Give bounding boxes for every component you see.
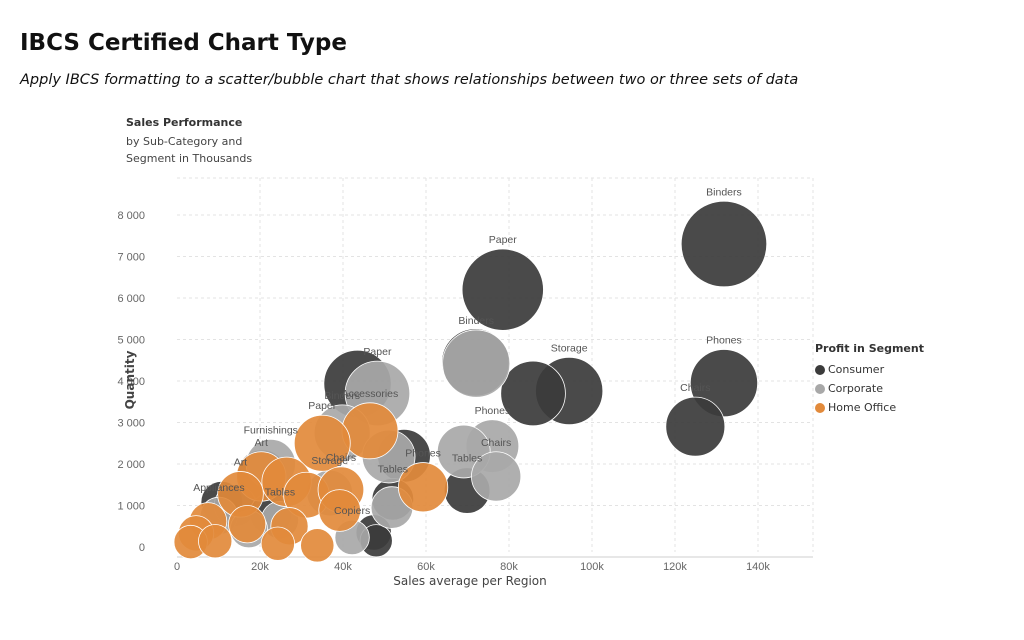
bubble-home-office[interactable] xyxy=(300,528,335,563)
bubble-home-office[interactable] xyxy=(318,489,361,532)
legend-label: Consumer xyxy=(828,363,885,376)
x-tick-label: 20k xyxy=(251,561,269,573)
legend-item-home-office[interactable]: Home Office xyxy=(815,401,924,414)
y-tick-label: 3 000 xyxy=(117,418,145,430)
bubble-label: Copiers xyxy=(334,505,370,517)
bubble-consumer[interactable] xyxy=(500,360,566,427)
y-tick-label: 1 000 xyxy=(117,501,145,513)
legend-label: Home Office xyxy=(828,401,897,414)
bubble-label: Tables xyxy=(265,486,295,498)
bubble-layer xyxy=(173,200,768,563)
x-tick-label: 120k xyxy=(663,561,687,573)
bubble-label: Phones xyxy=(706,334,742,346)
bubble-label: Binders xyxy=(706,186,742,198)
bubble-label: Furnishings xyxy=(244,424,298,436)
x-tick-label: 100k xyxy=(580,561,604,573)
bubble-label: Paper xyxy=(489,234,518,246)
y-tick-label: 2 000 xyxy=(117,459,145,471)
y-axis-ticks: 0 1 000 2 000 3 000 4 000 5 000 6 000 7 000 8 00… xyxy=(117,210,145,554)
bubble-label: Storage xyxy=(551,342,588,354)
y-tick-label: 7 000 xyxy=(117,252,145,264)
bubble-label: Paper xyxy=(363,346,392,358)
y-tick-label: 0 xyxy=(139,542,145,554)
y-axis-label: Quantity xyxy=(123,350,137,409)
x-axis-label: Sales average per Region xyxy=(393,574,547,588)
bubble-home-office[interactable] xyxy=(398,462,449,513)
chart-subtitle: by Sub-Category and Segment in Thousands xyxy=(126,135,253,165)
bubble-label: Chairs xyxy=(481,437,511,449)
bubble-label: Art xyxy=(255,437,269,449)
legend-swatch xyxy=(815,383,825,394)
bubble-label: Phones xyxy=(475,405,511,417)
bubble-corporate[interactable] xyxy=(471,451,522,502)
legend-label: Corporate xyxy=(828,382,883,395)
y-tick-label: 5 000 xyxy=(117,335,145,347)
bubble-label: Chairs xyxy=(326,452,356,464)
chart-title: Sales Performance xyxy=(126,116,243,129)
bubble-label: Storage xyxy=(311,455,348,467)
bubble-label: Tables xyxy=(378,463,408,475)
x-tick-label: 0 xyxy=(174,561,180,573)
legend-swatch xyxy=(815,402,825,413)
page-title: IBCS Certified Chart Type xyxy=(20,30,347,56)
y-tick-label: 4 000 xyxy=(117,376,145,388)
bubble-home-office[interactable] xyxy=(260,526,295,561)
bubble-label-layer: BindersPaperPhonesChairsStorageTablesTab… xyxy=(193,186,742,517)
bubble-label: Chairs xyxy=(680,382,710,394)
bubble-label: Art xyxy=(234,456,248,468)
legend: Profit in Segment Consumer Corporate Home … xyxy=(815,342,924,420)
y-tick-label: 8 000 xyxy=(117,210,145,222)
bubble-home-office[interactable] xyxy=(341,402,399,460)
bubble-corporate[interactable] xyxy=(442,329,511,398)
x-tick-label: 60k xyxy=(417,561,435,573)
x-tick-label: 40k xyxy=(334,561,352,573)
legend-item-corporate[interactable]: Corporate xyxy=(815,382,924,395)
bubble-label: Paper xyxy=(308,400,337,412)
legend-item-consumer[interactable]: Consumer xyxy=(815,363,924,376)
x-tick-label: 140k xyxy=(746,561,770,573)
bubble-label: Binders xyxy=(324,390,360,402)
bubble-home-office[interactable] xyxy=(228,505,267,544)
x-axis-ticks: 0 20k 40k 60k 80k 100k 120k 140k xyxy=(174,561,770,573)
legend-title: Profit in Segment xyxy=(815,342,924,355)
page-subtitle: Apply IBCS formatting to a scatter/bubbl… xyxy=(20,72,799,88)
y-tick-label: 6 000 xyxy=(117,293,145,305)
bubble-label: Tables xyxy=(452,453,482,465)
bubble-home-office[interactable] xyxy=(198,524,233,559)
bubble-label: Phones xyxy=(405,448,441,460)
bubble-home-office[interactable] xyxy=(293,414,351,472)
bubble-consumer[interactable] xyxy=(665,396,726,457)
bubble-label: Accessories xyxy=(342,388,399,400)
bubble-consumer[interactable] xyxy=(680,200,768,288)
bubble-label: Binders xyxy=(458,315,494,327)
bubble-label: Appliances xyxy=(193,482,244,494)
x-tick-label: 80k xyxy=(500,561,518,573)
bubble-consumer[interactable] xyxy=(461,248,544,331)
legend-swatch xyxy=(815,364,825,375)
